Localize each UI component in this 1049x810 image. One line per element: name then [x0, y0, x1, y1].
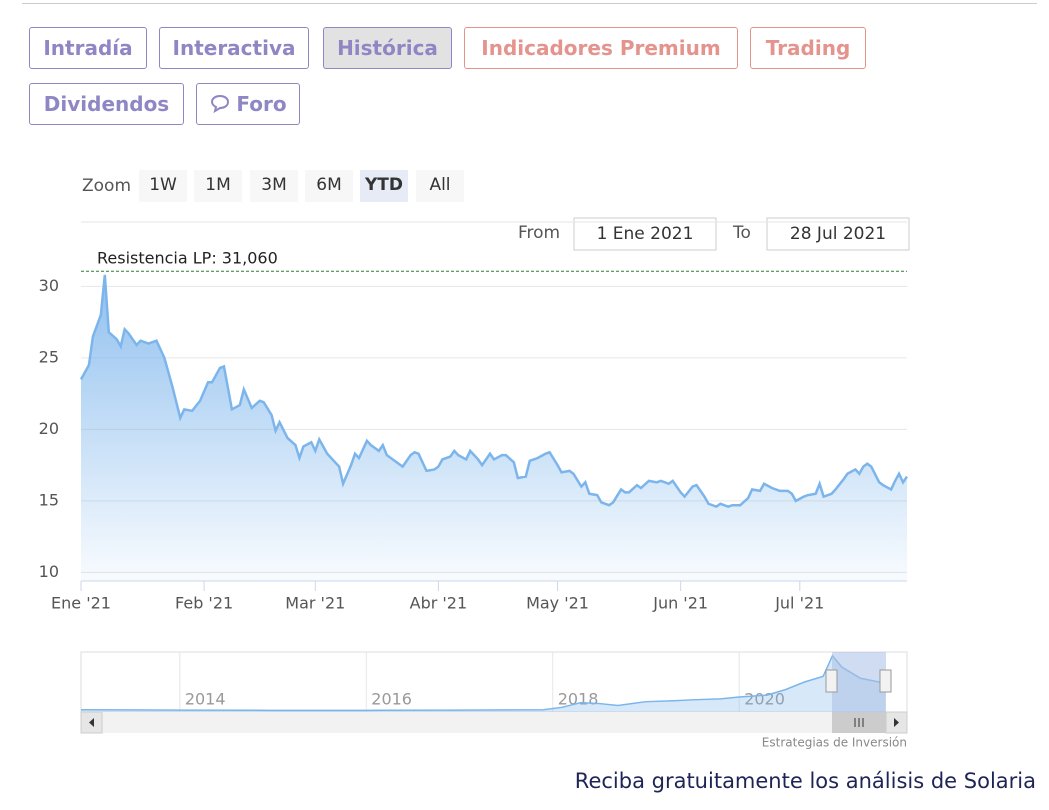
zoom-button[interactable]: [139, 170, 187, 202]
from-label: From: [518, 223, 560, 243]
zoom-button-label[interactable]: 6M: [316, 175, 341, 195]
x-tick-label: Jun '21: [652, 594, 708, 613]
tab[interactable]: Histórica: [323, 27, 452, 69]
x-tick-label: Ene '21: [51, 594, 111, 613]
navigator-label: 2016: [371, 690, 412, 709]
x-tick-label: Mar '21: [285, 594, 345, 613]
zoom-button[interactable]: [194, 170, 242, 202]
tab[interactable]: Trading: [750, 27, 866, 69]
navigator-handle[interactable]: [879, 669, 892, 693]
top-rule: [22, 3, 1037, 4]
tab[interactable]: Interactiva: [159, 27, 309, 69]
tab[interactable]: Indicadores Premium: [464, 27, 738, 69]
from-value[interactable]: 1 Ene 2021: [597, 224, 694, 244]
annotation: Resistencia LP: 31,060: [97, 249, 278, 268]
navigator-selection[interactable]: [832, 652, 886, 712]
scrollbar-grip: [854, 718, 864, 727]
zoom-button[interactable]: [360, 170, 408, 202]
credits: Estrategias de Inversión: [762, 736, 907, 750]
tab-label: Foro: [236, 92, 287, 116]
scrollbar-track[interactable]: [81, 712, 907, 733]
to-input[interactable]: [766, 217, 910, 251]
tab[interactable]: Intradía: [29, 27, 147, 69]
zoom-button[interactable]: [250, 170, 298, 202]
arrow: [894, 718, 899, 727]
to-value[interactable]: 28 Jul 2021: [790, 224, 886, 244]
x-tick-label: May '21: [526, 594, 589, 613]
zoom-button-label[interactable]: 1M: [205, 175, 230, 195]
y-tick-label: 20: [39, 419, 59, 438]
line: [79, 274, 909, 509]
navigator-label: 2020: [744, 690, 785, 709]
zoom-button-label[interactable]: 3M: [261, 175, 286, 195]
tab[interactable]: Foro: [196, 83, 300, 125]
zoom-button-label[interactable]: 1W: [149, 175, 177, 195]
area: [81, 274, 907, 581]
navigator-label: 2014: [185, 690, 226, 709]
y-tick-label: 10: [39, 562, 59, 581]
to-label: To: [732, 223, 751, 243]
tab[interactable]: Dividendos: [29, 83, 184, 125]
zoom-button[interactable]: [416, 170, 464, 202]
navigator-area: [81, 655, 886, 712]
y-tick-label: 25: [39, 347, 59, 366]
y-tick-label: 15: [39, 490, 59, 509]
zoom-label: Zoom: [82, 176, 131, 196]
y-tick-label: 30: [39, 276, 59, 295]
footer-text: Reciba gratuitamente los análisis de Sol…: [575, 769, 1036, 793]
x-tick-label: Abr '21: [410, 594, 468, 613]
zoom-button-label[interactable]: YTD: [364, 175, 403, 195]
arrow: [89, 718, 94, 727]
navigator-handle[interactable]: [825, 669, 838, 693]
x-tick-label: Feb '21: [175, 594, 233, 613]
zoom-button-label[interactable]: All: [429, 175, 450, 195]
zoom-button[interactable]: [305, 170, 353, 202]
chat-icon: [211, 94, 230, 114]
from-input[interactable]: [573, 217, 717, 251]
x-tick-label: Jul '21: [774, 594, 824, 613]
